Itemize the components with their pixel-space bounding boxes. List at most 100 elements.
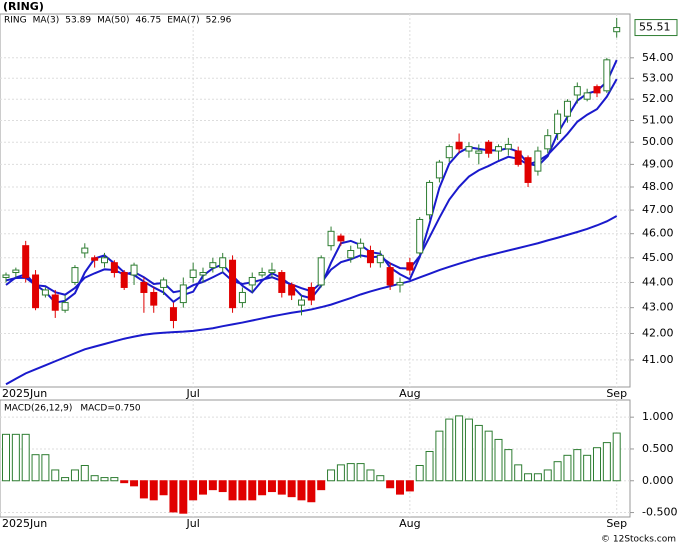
macd-bar [130, 480, 139, 487]
macd-bar [346, 463, 355, 482]
candle-body [150, 291, 158, 306]
candle-body [101, 257, 108, 264]
macd-bar [524, 473, 533, 482]
y-tick-label: 54.00 [642, 51, 674, 64]
last-price: 55.51 [639, 21, 671, 34]
candle-body [534, 150, 542, 172]
candle-body [563, 100, 571, 117]
candle-body [120, 272, 128, 288]
macd-bar [366, 469, 375, 482]
macd-bar [208, 480, 217, 491]
macd-bar [356, 463, 365, 482]
macd-bar [612, 432, 621, 482]
candle-body [140, 281, 148, 293]
candle-body [406, 262, 414, 271]
macd-bar [238, 480, 247, 501]
legend-text: MA(50) [97, 16, 129, 26]
price-panel [0, 13, 631, 388]
candle-body [268, 269, 276, 274]
candle-body [71, 267, 79, 283]
macd-bar [514, 464, 523, 482]
macd-bar [287, 480, 296, 498]
y-tick-label: 48.00 [642, 180, 674, 193]
candle-body [504, 143, 512, 150]
candle-body [337, 235, 345, 242]
price-box [634, 19, 678, 37]
macd-bar [61, 477, 70, 482]
macd-bar [100, 477, 109, 482]
candle-body [366, 250, 374, 264]
macd-bar [455, 415, 464, 482]
macd-bar [21, 433, 30, 482]
candle-body [416, 218, 424, 254]
candle-body [544, 135, 552, 150]
candle-body [22, 245, 30, 278]
y-tick-label: 51.00 [642, 114, 674, 127]
macd-bar [573, 449, 582, 482]
candle-body [229, 259, 237, 309]
macd-bar [297, 480, 306, 501]
candle-body [613, 27, 621, 33]
candle-body [347, 250, 355, 259]
candle-body [209, 262, 217, 269]
chart-title: (RING) [3, 0, 44, 13]
macd-bar [396, 480, 404, 495]
candle-body [169, 307, 177, 321]
macd-bar [425, 451, 434, 482]
x-tick-label: Aug [399, 387, 420, 400]
candle-body [81, 247, 89, 254]
candle-body [524, 157, 532, 183]
macd-bar [51, 469, 60, 482]
y-tick-label: 43.00 [642, 301, 674, 314]
macd-bar [179, 480, 188, 514]
macd-bar [2, 433, 10, 482]
y-tick-label: -0.500 [642, 506, 677, 519]
candle-body [386, 267, 394, 286]
candle-body [51, 294, 59, 311]
candle-body [465, 146, 473, 152]
legend-text: MACD=0.750 [80, 404, 141, 414]
candle-body [41, 289, 49, 296]
x-tick-label: Sep [606, 387, 627, 400]
candle-body [130, 264, 138, 276]
macd-panel [0, 399, 631, 518]
legend-text: EMA(7) [167, 16, 199, 26]
y-tick-label: 53.00 [642, 71, 674, 84]
candle-body [396, 281, 404, 286]
macd-bar [445, 418, 454, 482]
candle-body [376, 254, 384, 264]
y-tick-label: 45.00 [642, 251, 674, 264]
x-tick-label: 2025Jun [2, 387, 47, 400]
candle-body [455, 141, 463, 150]
macd-bar [543, 469, 552, 482]
candle-body [2, 274, 10, 278]
candle-body [495, 146, 502, 152]
macd-bar [484, 430, 493, 482]
macd-bar [70, 469, 79, 482]
candle-body [357, 242, 365, 249]
macd-bar [317, 480, 326, 491]
candle-body [445, 146, 453, 159]
y-tick-label: 44.00 [642, 275, 674, 288]
macd-bar [169, 480, 178, 513]
macd-bar [120, 480, 129, 484]
candle-body [258, 272, 266, 276]
candle-body [317, 257, 325, 286]
macd-bar [110, 477, 119, 482]
macd-bar [464, 418, 473, 482]
x-tick-label: Aug [399, 517, 420, 530]
candle-body [426, 181, 434, 216]
candle-body [179, 284, 187, 304]
macd-bar [267, 480, 276, 493]
candle-body [61, 302, 69, 311]
macd-bar [327, 469, 336, 482]
footer: © 12Stocks.com [601, 535, 676, 545]
macd-bar [248, 480, 257, 501]
candle-body [554, 113, 562, 134]
macd-bar [80, 464, 89, 482]
macd-bar [435, 430, 444, 482]
macd-bar [593, 447, 601, 482]
macd-bar [386, 480, 395, 489]
candle-body [514, 150, 522, 165]
